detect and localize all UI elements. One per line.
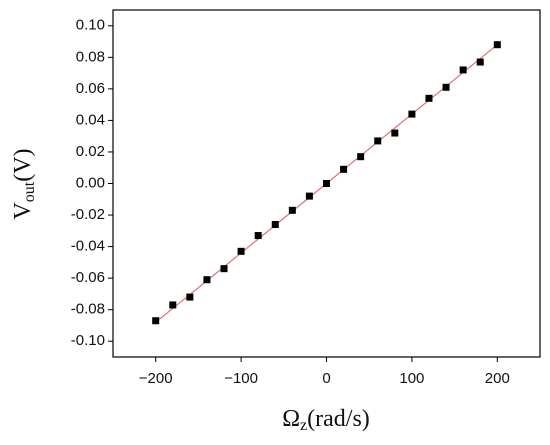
point: [408, 110, 416, 118]
x-label-main: Ω: [282, 406, 300, 432]
y-tick-label: 0.06: [76, 80, 105, 97]
point: [425, 94, 433, 102]
y-tick-label: -0.04: [71, 238, 105, 255]
x-label-sub: z: [300, 417, 307, 434]
y-tick-label: 0.02: [76, 143, 105, 160]
y-tick-label: -0.02: [71, 206, 105, 223]
point: [169, 301, 177, 309]
point: [186, 293, 194, 301]
x-axis-label: Ωz(rad/s): [282, 406, 370, 434]
y-label-unit: (V): [10, 148, 36, 181]
point: [152, 317, 160, 325]
point: [237, 247, 245, 255]
y-axis-label: Vout(V): [10, 148, 38, 219]
y-tick-label: -0.06: [71, 269, 105, 286]
point: [305, 192, 313, 200]
point: [476, 58, 484, 66]
point: [340, 165, 348, 173]
x-tick-label: 0: [322, 370, 330, 387]
y-tick-label: 0.00: [76, 174, 105, 191]
x-tick-label: −200: [139, 370, 173, 387]
x-tick-label: 100: [399, 370, 424, 387]
point: [493, 41, 501, 49]
x-tick-label: −100: [224, 370, 258, 387]
point: [254, 232, 262, 240]
point: [220, 265, 228, 273]
point: [459, 66, 467, 74]
point: [391, 129, 399, 137]
point: [323, 180, 330, 187]
x-label-unit: (rad/s): [307, 406, 370, 432]
point: [442, 83, 450, 91]
y-tick-label: 0.08: [76, 48, 105, 65]
y-tick-label: 0.10: [76, 17, 105, 34]
y-tick-label: -0.08: [71, 301, 105, 318]
point: [357, 153, 365, 161]
y-tick-label: 0.04: [76, 111, 105, 128]
point: [203, 276, 211, 284]
y-label-sub: out: [21, 181, 38, 202]
y-label-main: V: [10, 202, 36, 220]
point: [288, 206, 296, 214]
x-tick-label: 200: [485, 370, 510, 387]
point: [271, 221, 279, 229]
y-tick-label: -0.10: [71, 332, 105, 349]
point: [374, 137, 382, 145]
